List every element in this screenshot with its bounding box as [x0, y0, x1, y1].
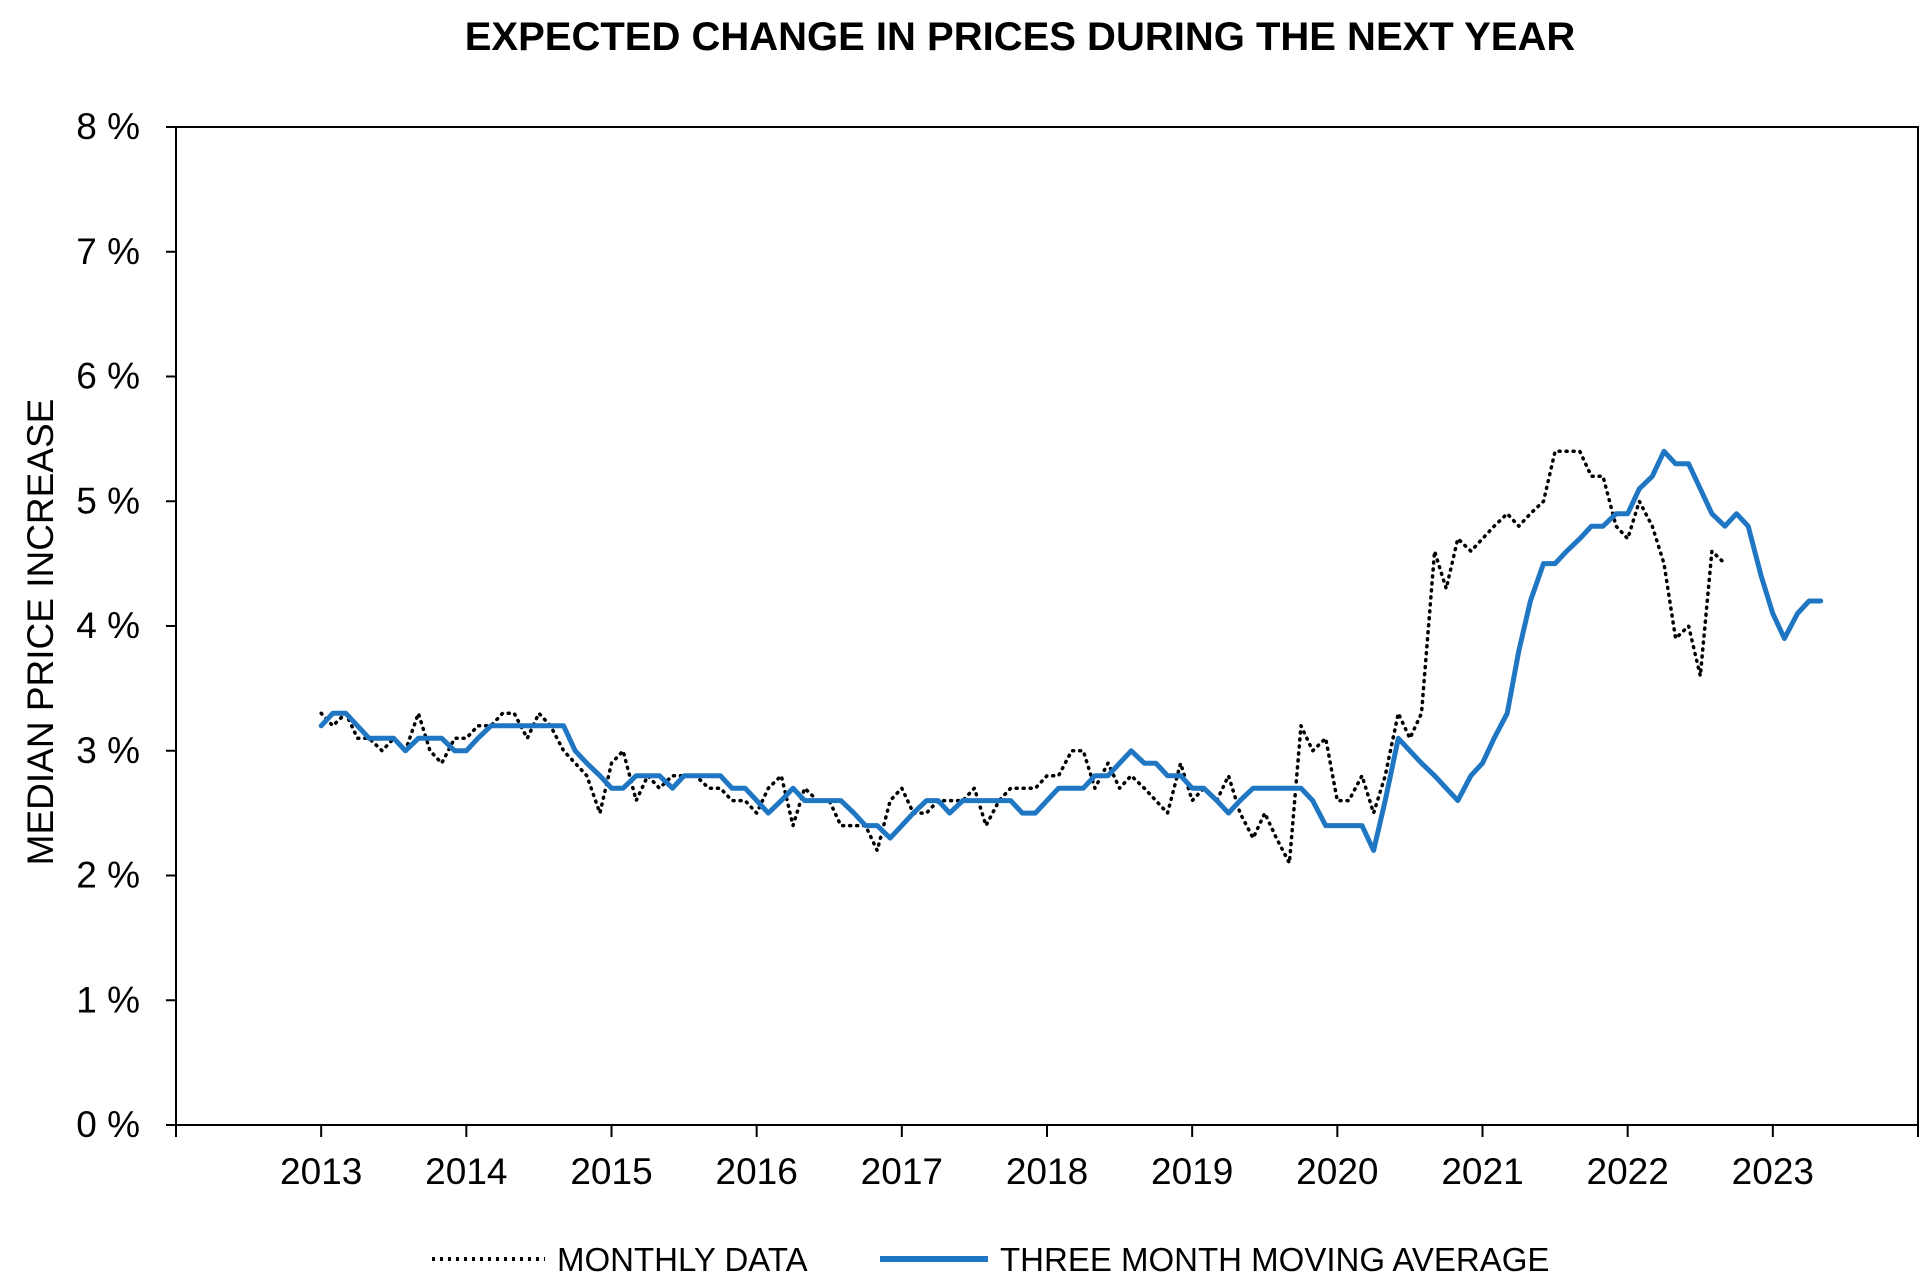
y-tick-label: 1 % — [76, 979, 140, 1020]
y-tick-label: 5 % — [76, 480, 140, 521]
x-tick-label: 2019 — [1151, 1151, 1233, 1192]
x-tick-label: 2021 — [1441, 1151, 1523, 1192]
y-tick-label: 6 % — [76, 356, 140, 397]
legend-label-monthly-data: MONTHLY DATA — [557, 1241, 808, 1278]
y-tick-label: 7 % — [76, 231, 140, 272]
x-tick-label: 2016 — [716, 1151, 798, 1192]
y-tick-label: 8 % — [76, 106, 140, 147]
y-tick-label: 3 % — [76, 730, 140, 771]
series-three-month-moving-average — [318, 448, 1824, 853]
legend: MONTHLY DATA THREE MONTH MOVING AVERAGE — [432, 1241, 1549, 1278]
chart-title: EXPECTED CHANGE IN PRICES DURING THE NEX… — [465, 15, 1576, 59]
series-monthly-data — [319, 449, 1727, 865]
series-layer — [318, 448, 1824, 865]
x-tick-label: 2017 — [861, 1151, 943, 1192]
x-tick-label: 2022 — [1587, 1151, 1669, 1192]
y-axis: 0 % 1 % 2 % 3 % 4 % 5 % 6 % 7 % 8 % — [76, 106, 176, 1145]
y-tick-label: 0 % — [76, 1104, 140, 1145]
x-tick-label: 2014 — [425, 1151, 507, 1192]
y-axis-label: MEDIAN PRICE INCREASE — [20, 399, 61, 866]
plot-area-frame — [175, 126, 1919, 1126]
x-tick-label: 2015 — [570, 1151, 652, 1192]
x-tick-label: 2013 — [280, 1151, 362, 1192]
x-axis: 2013 2014 2015 2016 2017 2018 2019 2020 2021 2022… — [175, 1125, 1919, 1192]
legend-label-moving-average: THREE MONTH MOVING AVERAGE — [1000, 1241, 1549, 1278]
x-tick-label: 2023 — [1732, 1151, 1814, 1192]
y-tick-label: 2 % — [76, 855, 140, 896]
x-tick-label: 2020 — [1296, 1151, 1378, 1192]
x-tick-label: 2018 — [1006, 1151, 1088, 1192]
y-tick-label: 4 % — [76, 605, 140, 646]
